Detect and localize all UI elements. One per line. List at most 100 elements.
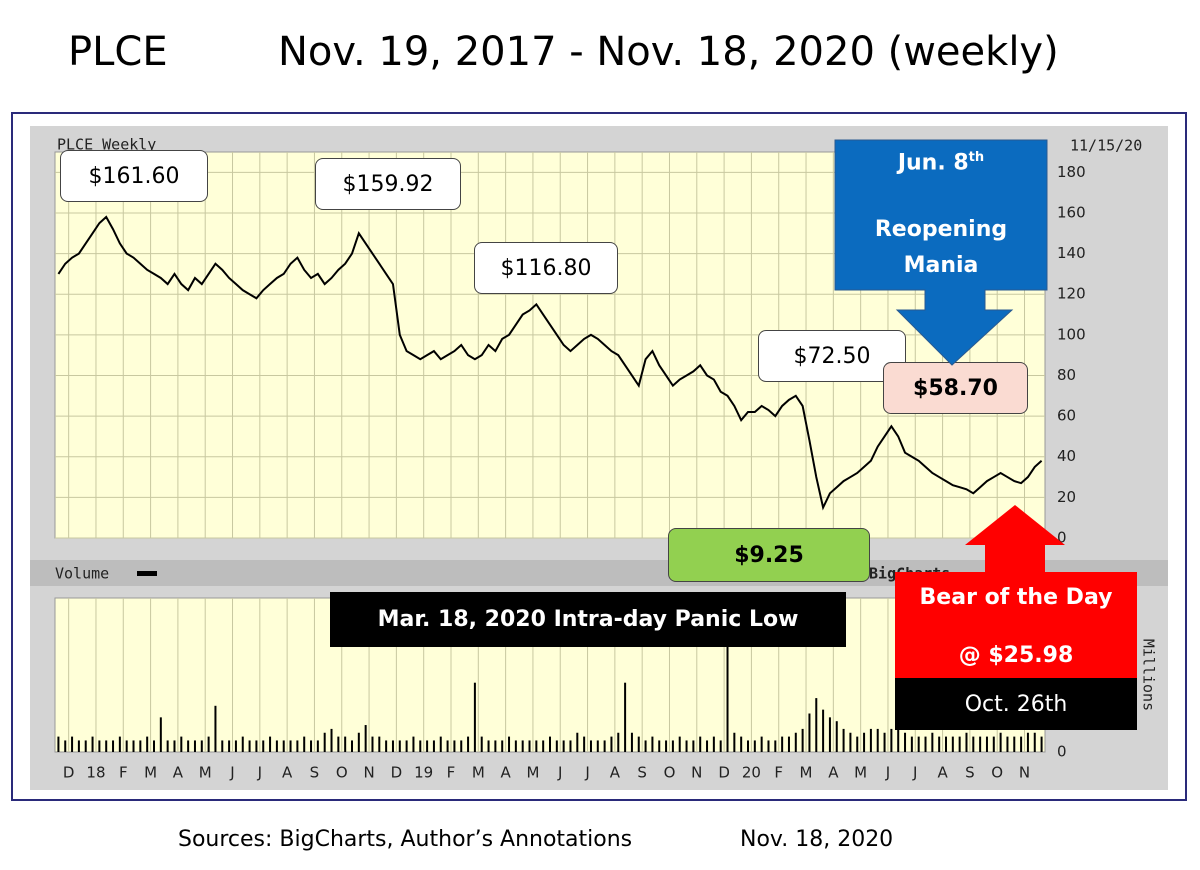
x-tick-label: N	[363, 764, 374, 782]
volume-header	[30, 560, 1168, 586]
volume-bar	[487, 740, 490, 752]
volume-bar	[699, 736, 702, 752]
date-suffix: th	[968, 150, 985, 165]
annotation: $58.70	[883, 362, 1028, 414]
y-tick-label: 180	[1057, 163, 1086, 181]
date-label: 11/15/20	[1070, 137, 1142, 155]
y-tick-label: 20	[1057, 488, 1076, 506]
volume-bar	[508, 736, 511, 752]
volume-bar	[985, 736, 988, 752]
volume-bar	[214, 705, 217, 752]
symbol: PLCE	[68, 29, 168, 75]
volume-bar	[323, 732, 326, 752]
annotation: Mar. 18, 2020 Intra-day Panic Low	[330, 592, 846, 647]
volume-axis-label: Millions	[1140, 639, 1158, 711]
legend-swatch	[137, 571, 157, 576]
y-tick-label: 160	[1057, 203, 1086, 221]
volume-bar	[753, 740, 756, 752]
volume-bar	[296, 740, 299, 752]
volume-bar	[173, 740, 176, 752]
volume-bar	[822, 709, 825, 752]
x-tick-label: M	[472, 764, 485, 782]
volume-bar	[938, 736, 941, 752]
volume-bar	[576, 732, 579, 752]
volume-bar	[624, 682, 627, 752]
x-tick-label: F	[774, 764, 783, 782]
volume-bar	[378, 736, 381, 752]
volume-bar	[398, 740, 401, 752]
volume-bar	[480, 736, 483, 752]
volume-bar	[637, 736, 640, 752]
volume-bar	[132, 740, 135, 752]
x-tick-label: S	[310, 764, 320, 782]
volume-bar	[958, 736, 961, 752]
y-tick-label: 100	[1057, 325, 1086, 343]
volume-bar	[658, 740, 661, 752]
volume-bar	[1026, 732, 1029, 752]
volume-bar	[234, 740, 237, 752]
volume-bar	[665, 740, 668, 752]
volume-bar	[501, 740, 504, 752]
annotation: $159.92	[315, 158, 461, 210]
volume-bar	[412, 736, 415, 752]
volume-bar	[542, 740, 545, 752]
volume-bar	[999, 732, 1002, 752]
volume-bar	[419, 740, 422, 752]
x-tick-label: 20	[742, 764, 761, 782]
volume-bar	[692, 740, 695, 752]
volume-bar	[371, 736, 374, 752]
volume-bar	[835, 721, 838, 752]
date: Jun. 8	[897, 150, 969, 176]
x-tick-label: D	[718, 764, 730, 782]
volume-bar	[112, 740, 115, 752]
x-tick-label: D	[391, 764, 403, 782]
x-tick-label: J	[229, 764, 234, 782]
volume-bar	[275, 740, 278, 752]
volume-bar	[712, 736, 715, 752]
x-tick-label: M	[199, 764, 212, 782]
volume-bar	[651, 736, 654, 752]
x-tick-label: A	[500, 764, 511, 782]
x-tick-label: A	[828, 764, 839, 782]
volume-bar	[706, 740, 709, 752]
volume-bar	[979, 736, 982, 752]
volume-bar	[1006, 736, 1009, 752]
x-tick-label: A	[173, 764, 184, 782]
volume-bar	[241, 736, 244, 752]
volume-bar	[125, 740, 128, 752]
annotation: $161.60	[60, 150, 208, 202]
volume-bar	[282, 740, 285, 752]
x-tick-label: S	[965, 764, 975, 782]
volume-bar	[187, 740, 190, 752]
volume-bar	[760, 736, 763, 752]
volume-bar	[945, 736, 947, 752]
volume-bar	[678, 736, 681, 752]
volume-bar	[596, 740, 599, 752]
volume-bar	[467, 736, 470, 752]
volume-bar	[357, 732, 360, 752]
x-tick-label: O	[336, 764, 348, 782]
chart-title: Nov. 19, 2017 - Nov. 18, 2020 (weekly)	[278, 29, 1059, 75]
volume-bar	[330, 728, 333, 752]
x-tick-label: J	[257, 764, 262, 782]
volume-bar	[446, 740, 449, 752]
x-tick-label: M	[854, 764, 867, 782]
volume-bar	[77, 740, 80, 752]
x-tick-label: A	[937, 764, 948, 782]
reopening-text: Reopening Mania	[874, 217, 1008, 278]
volume-bar	[931, 732, 934, 752]
volume-bar	[64, 740, 67, 752]
bear-price: @ $25.98	[958, 643, 1074, 668]
volume-bar	[207, 736, 210, 752]
volume-bar	[740, 736, 743, 752]
x-tick-label: O	[991, 764, 1003, 782]
y-tick-label: 60	[1057, 407, 1076, 425]
footer-date: Nov. 18, 2020	[740, 827, 893, 852]
volume-bar	[767, 740, 770, 752]
volume-bar	[549, 736, 551, 752]
volume-bar	[535, 740, 538, 752]
volume-bar	[1020, 736, 1023, 752]
volume-bar	[685, 740, 688, 752]
x-tick-label: A	[610, 764, 621, 782]
x-tick-label: J	[584, 764, 589, 782]
